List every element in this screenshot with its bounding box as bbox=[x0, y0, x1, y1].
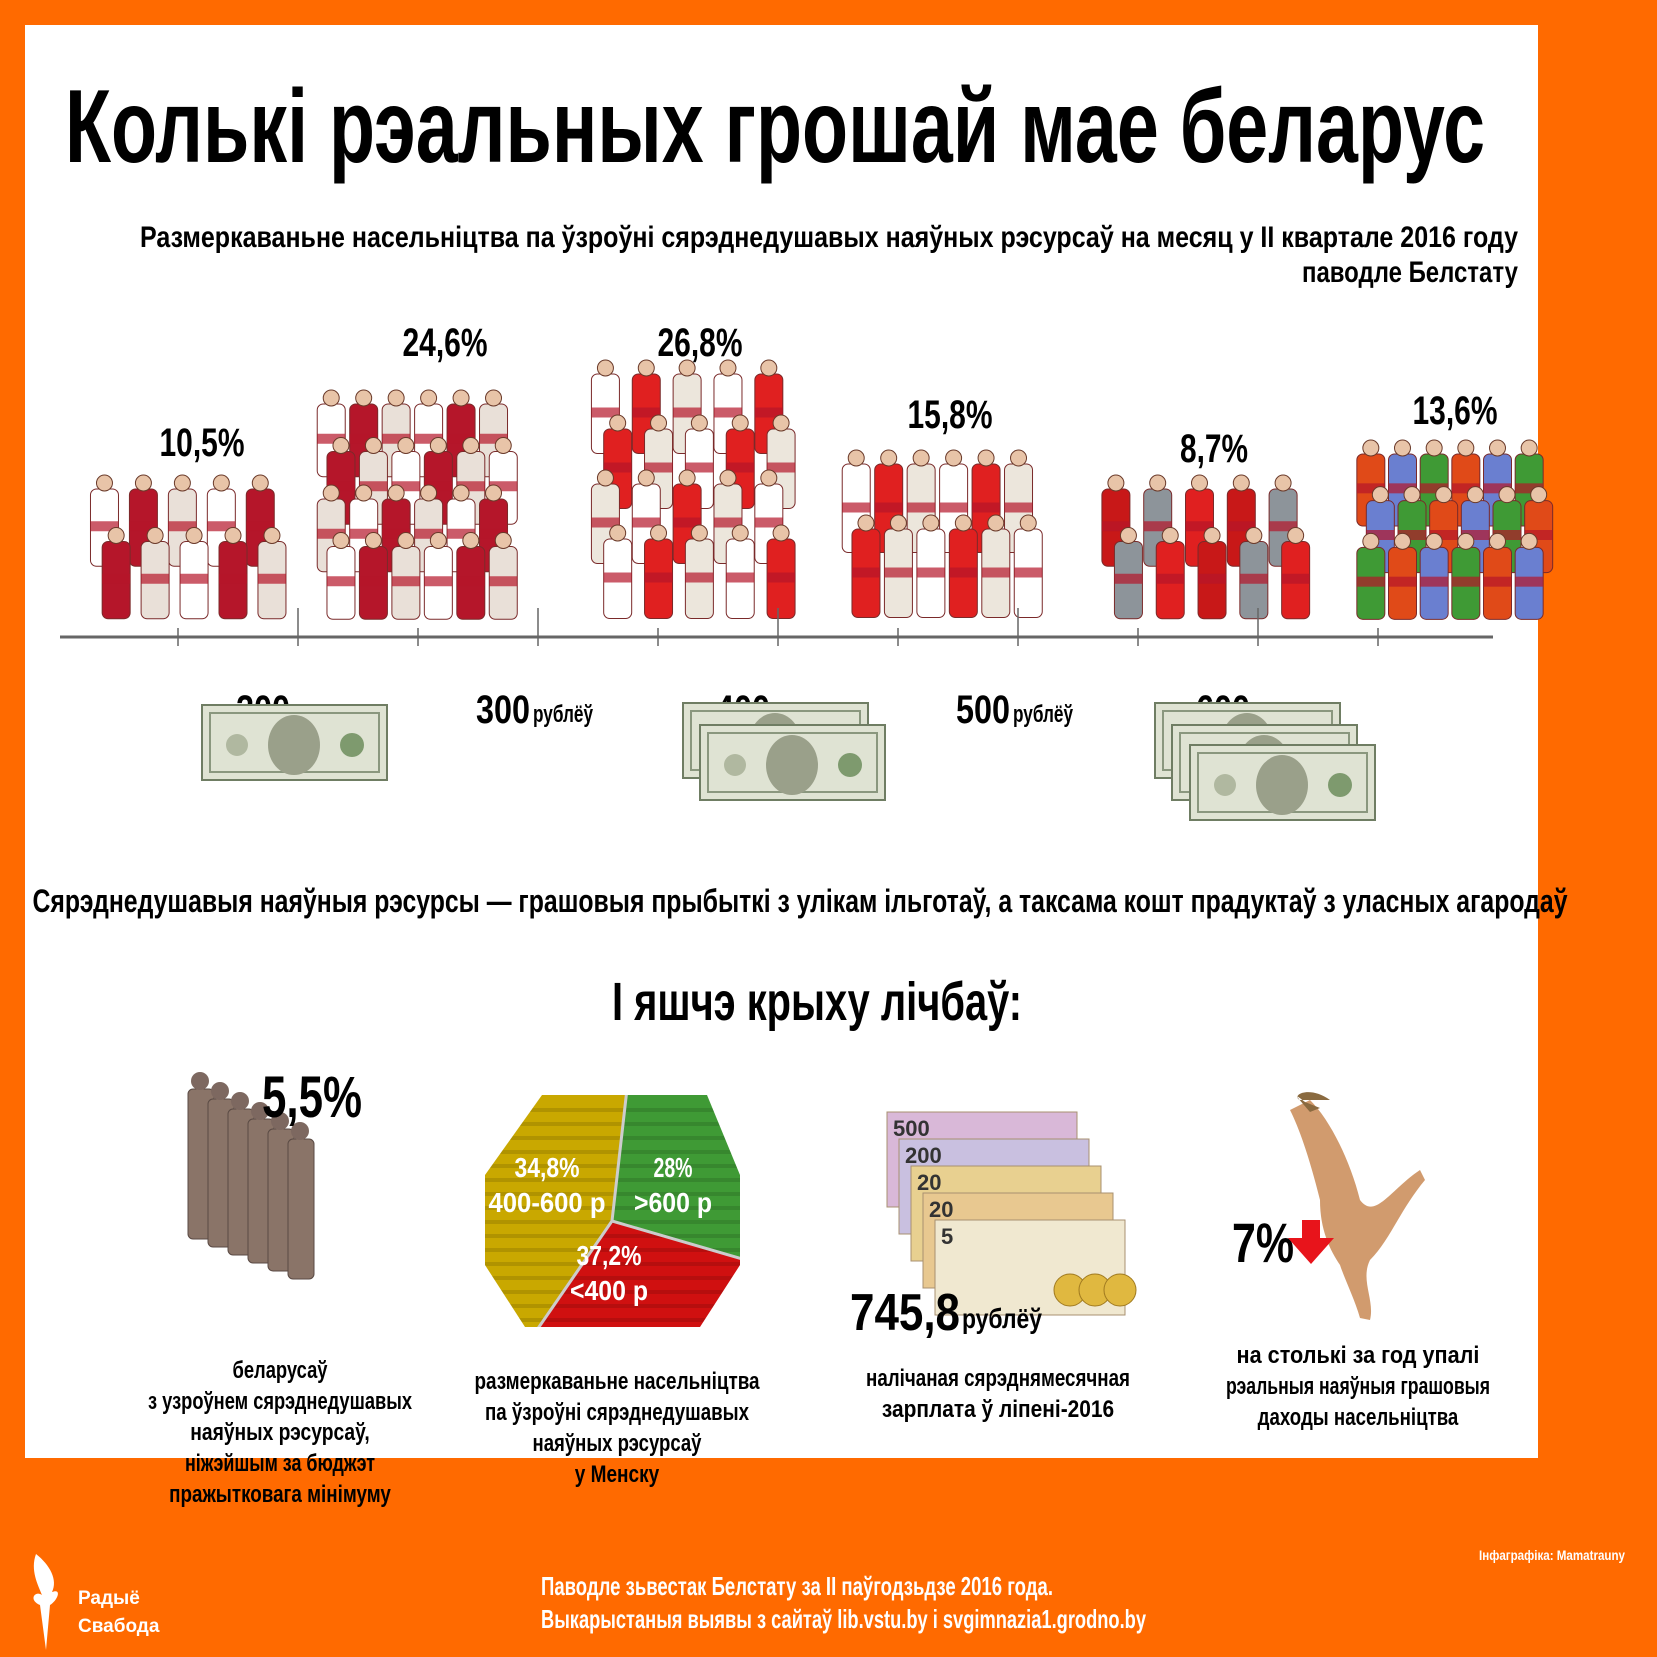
population-group bbox=[590, 359, 796, 619]
income-value: 7% bbox=[1232, 1211, 1294, 1274]
definition-text: Сярэднедушавыя наяўныя рэсурсы — грашовы… bbox=[33, 883, 1568, 919]
salary-unit: рублёў bbox=[962, 1303, 1042, 1334]
population-group bbox=[89, 474, 287, 620]
minsk-pie-chart: 34,8% 400-600 р 28% >600 р 37,2% <400 р bbox=[485, 1095, 740, 1327]
dollar-bill bbox=[699, 724, 886, 801]
caption-line: беларусаў bbox=[232, 1357, 328, 1384]
banknote-value: 200 bbox=[905, 1143, 942, 1168]
percentage-label: 26,8% bbox=[658, 321, 743, 365]
caption-line: па ўзроўні сярэднедушавых bbox=[485, 1399, 750, 1426]
salary-value: 745,8 bbox=[850, 1284, 960, 1342]
page-title: Колькі рэальных грошай мае беларус bbox=[65, 69, 1485, 185]
source-line-2: Выкарыстаныя выявы з сайтаў lib.vstu.by … bbox=[541, 1604, 1146, 1634]
poverty-caption: беларусаў з узроўнем сярэднедушавых наяўны… bbox=[148, 1357, 412, 1508]
caption-line: даходы насельніцтва bbox=[1258, 1404, 1459, 1431]
subtitle-source: паводле Белстату bbox=[1302, 256, 1518, 289]
caption-line: рэальныя наяўныя грашовыя bbox=[1226, 1373, 1490, 1400]
logo-text-2: Свабода bbox=[78, 1616, 160, 1637]
population-group bbox=[841, 449, 1043, 618]
percentage-label: 10,5% bbox=[160, 421, 245, 465]
population-group bbox=[1356, 439, 1554, 620]
population-group bbox=[1101, 474, 1311, 620]
tick-unit: рублёў bbox=[533, 701, 593, 728]
dollar-bill bbox=[1189, 744, 1376, 821]
soldiers-image bbox=[187, 1072, 315, 1280]
logo-text-1: Радыё bbox=[78, 1588, 140, 1609]
banknote-value: 20 bbox=[917, 1170, 941, 1195]
percentage-label: 15,8% bbox=[908, 393, 993, 437]
caption-line: наяўных рэсурсаў bbox=[533, 1430, 702, 1457]
caption-line: у Менску bbox=[575, 1461, 660, 1488]
caption-line: зарплата ў ліпені-2016 bbox=[882, 1396, 1114, 1423]
section-heading: І яшчэ крыху лічбаў: bbox=[612, 972, 1022, 1032]
caption-line: з узроўнем сярэднедушавых bbox=[148, 1388, 412, 1415]
caption-line: на столькі за год упалі bbox=[1237, 1342, 1480, 1369]
caption-line: налічаная сярэднямесячная bbox=[866, 1365, 1130, 1392]
pie-category-label: 400-600 р bbox=[489, 1187, 606, 1218]
income-caption: на столькі за год упалі рэальныя наяўныя … bbox=[1226, 1342, 1490, 1431]
tick-unit: рублёў bbox=[1013, 701, 1073, 728]
percentage-label: 8,7% bbox=[1180, 427, 1248, 471]
dollar-bills bbox=[201, 702, 1376, 821]
hare-image bbox=[1290, 1092, 1425, 1320]
banknote-value: 20 bbox=[929, 1197, 953, 1222]
dollar-bill bbox=[201, 704, 388, 781]
banknote-value: 500 bbox=[893, 1116, 930, 1141]
caption-line: пражытковага мінімуму bbox=[169, 1481, 391, 1508]
banknote-value: 5 bbox=[941, 1224, 953, 1249]
infographic-credit: Інфаграфіка: Mamatrauny bbox=[1479, 1547, 1625, 1563]
population-groups: 10,5% 24,6% 26,8% 15,8% 8,7% 13,6% bbox=[89, 321, 1554, 620]
coin bbox=[1103, 1273, 1137, 1307]
pie-value-label: 28% bbox=[654, 1152, 693, 1183]
salary-caption: налічаная сярэднямесячная зарплата ў ліпе… bbox=[866, 1365, 1130, 1423]
caption-line: размеркаваньне насельніцтва bbox=[474, 1368, 760, 1395]
minsk-caption: размеркаваньне насельніцтва па ўзроўні ся… bbox=[474, 1368, 760, 1488]
arrow-down-icon bbox=[1288, 1220, 1334, 1264]
percentage-label: 24,6% bbox=[403, 321, 488, 365]
torch-icon bbox=[33, 1554, 58, 1650]
source-line-1: Паводле зьвестак Белстату за ІІ паўгодзь… bbox=[541, 1571, 1053, 1601]
caption-line: ніжэйшым за бюджэт bbox=[185, 1450, 375, 1477]
percentage-label: 13,6% bbox=[1413, 389, 1498, 433]
pie-category-label: <400 р bbox=[570, 1275, 648, 1306]
population-group bbox=[316, 389, 518, 620]
pie-value-label: 34,8% bbox=[515, 1152, 580, 1183]
tick-label: 300 bbox=[476, 688, 530, 732]
pie-category-label: >600 р bbox=[634, 1187, 712, 1218]
radio-svaboda-logo[interactable]: Радыё Свабода bbox=[33, 1554, 160, 1650]
subtitle: Размеркаваньне насельніцтва па ўзроўні с… bbox=[140, 221, 1518, 254]
caption-line: наяўных рэсурсаў, bbox=[190, 1419, 370, 1446]
poverty-value: 5,5% bbox=[262, 1065, 362, 1130]
tick-label: 500 bbox=[956, 688, 1010, 732]
pie-value-label: 37,2% bbox=[577, 1240, 642, 1271]
